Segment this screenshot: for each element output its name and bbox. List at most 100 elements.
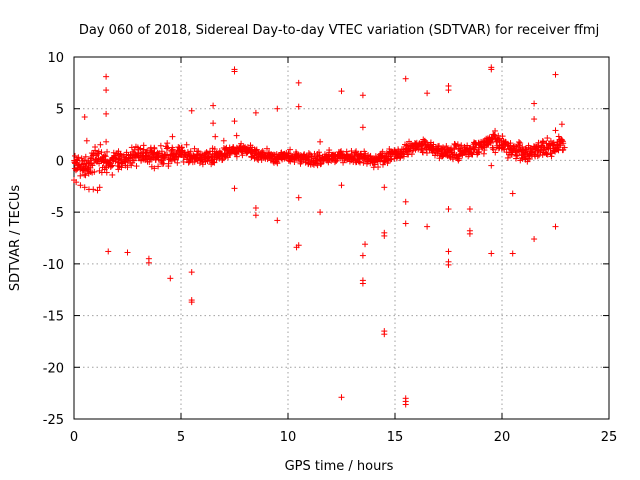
data-point [124,249,131,256]
data-point [102,153,109,160]
data-point [81,113,88,120]
data-point [468,150,475,157]
y-tick-label: -10 [43,258,64,273]
data-point [105,248,112,255]
data-point [402,220,409,227]
data-point [98,149,105,156]
data-point [77,172,84,179]
data-point [492,127,499,134]
data-point [174,159,181,166]
data-point [210,102,217,109]
y-tick-label: -20 [43,361,64,376]
data-point [343,148,350,155]
data-point [191,145,198,152]
data-point [81,184,88,191]
data-point [180,158,187,165]
data-point [517,140,524,147]
data-point [423,149,430,156]
data-point [233,132,240,139]
data-point [211,146,218,153]
data-point [359,124,366,131]
data-point [252,205,259,212]
data-point [178,144,185,151]
x-tick-label: 0 [70,430,78,445]
data-point [445,261,452,268]
data-point [509,250,516,257]
data-point [212,133,219,140]
y-tick-label: -15 [43,310,64,325]
data-point [548,153,555,160]
data-point [252,147,259,154]
data-point [402,75,409,82]
data-point [82,153,89,160]
data-point [231,118,238,125]
data-point [499,133,506,140]
data-point [133,163,140,170]
data-point [95,148,102,155]
data-point [415,146,422,153]
data-point [103,169,110,176]
data-point [402,401,409,408]
data-point [491,131,498,138]
data-point [71,152,78,159]
data-point [145,259,152,266]
data-point [552,223,559,230]
data-point [157,142,164,149]
data-point [555,133,562,140]
data-point [550,139,557,146]
data-point [531,116,538,123]
data-point [238,140,245,147]
data-point [540,138,547,145]
data-point [546,141,553,148]
data-point [362,150,369,157]
data-point [83,137,90,144]
data-point [253,146,260,153]
data-point [208,153,215,160]
data-point [488,250,495,257]
data-point [96,184,103,191]
data-point [544,151,551,158]
data-point [445,248,452,255]
data-point [387,156,394,163]
data-point [128,162,135,169]
data-point [381,184,388,191]
y-tick-labels: -25 -20 -15 -10 -5 0 5 10 [43,51,64,428]
data-point [195,148,202,155]
data-point [295,194,302,201]
data-point [77,182,84,189]
data-point [231,66,238,73]
data-point [544,135,551,142]
data-point [90,186,97,193]
data-point [402,198,409,205]
axis-ticks [73,56,610,420]
data-point [501,146,508,153]
y-tick-label: 5 [56,103,64,118]
data-point [314,162,321,169]
data-point [420,149,427,156]
data-point [371,161,378,168]
x-tick-label: 25 [601,430,618,445]
x-tick-label: 5 [177,430,185,445]
data-point [338,394,345,401]
data-point [507,140,514,147]
data-point [525,142,532,149]
data-point [552,127,559,134]
data-point [379,148,386,155]
data-point [317,209,324,216]
data-point [72,160,79,167]
data-point [531,100,538,107]
data-point [359,252,366,259]
data-point [509,190,516,197]
data-point [164,140,171,147]
data-point [456,155,463,162]
grid-lines [74,57,609,419]
data-point [188,269,195,276]
x-tick-labels: 0 5 10 15 20 25 [70,430,617,445]
data-point [317,161,324,168]
data-point [123,149,130,156]
data-point [287,146,294,153]
data-point [115,166,122,173]
data-point [239,152,246,159]
data-point [475,146,482,153]
data-point [481,147,488,154]
